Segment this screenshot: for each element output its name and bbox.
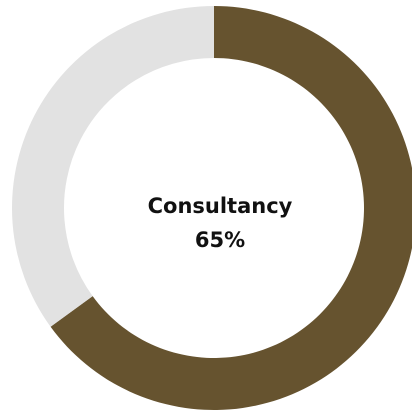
center-value: 65%: [195, 228, 245, 252]
segments: [12, 6, 412, 410]
center-label: Consultancy: [148, 194, 293, 218]
donut-segment: [12, 6, 214, 327]
